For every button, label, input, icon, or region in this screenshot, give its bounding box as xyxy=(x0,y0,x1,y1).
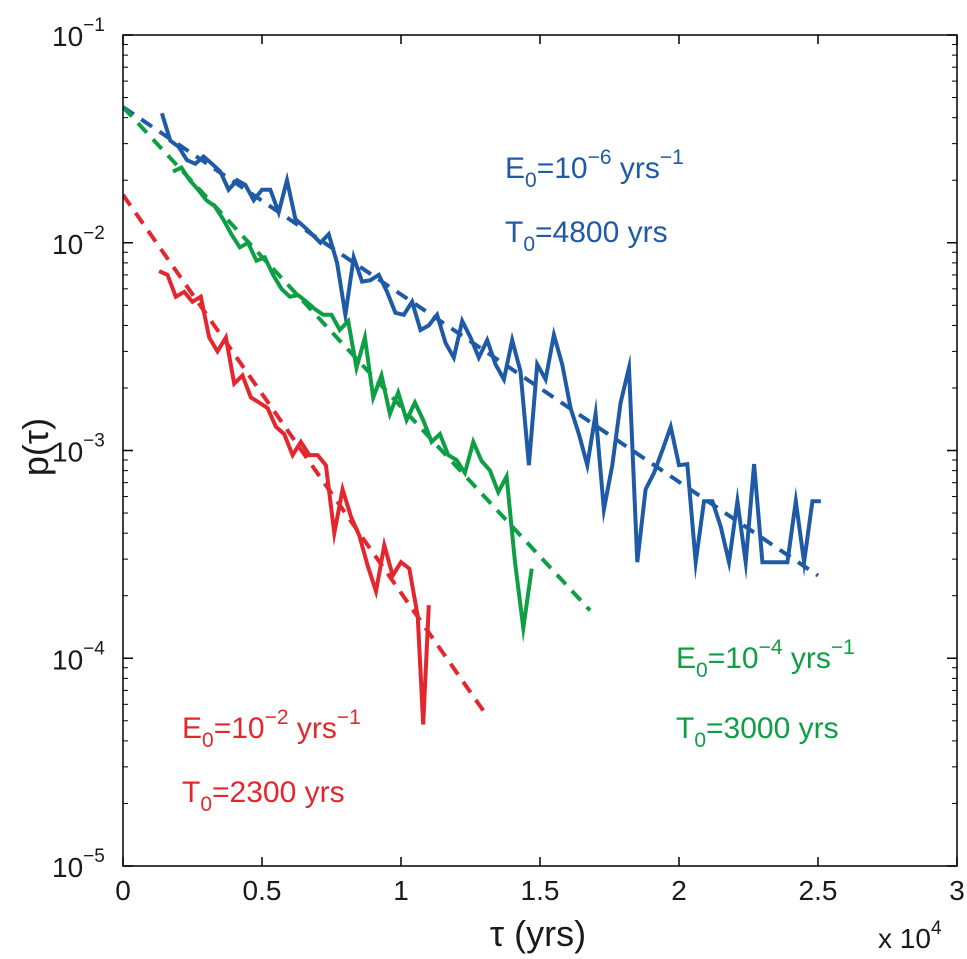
y-tick-label-base-2: 10 xyxy=(52,437,83,468)
series-0-annotation-rate: E0=10−6 yrs−1 xyxy=(505,146,684,192)
y-tick-label-4: 10−5 xyxy=(52,846,105,883)
series-2-rate-unit: yrs xyxy=(289,712,337,745)
series-2-period-symbol: T xyxy=(182,776,200,809)
y-tick-label-exp-1: −2 xyxy=(83,223,105,244)
series-2-line xyxy=(158,269,431,725)
y-tick-label-base-4: 10 xyxy=(52,852,83,883)
x-multiplier-base: x 10 xyxy=(878,923,931,954)
axes: 0 0.5 1 1.5 2 2.5 310−110−210−310−410−5 xyxy=(52,15,965,906)
series-0-period-symbol: T xyxy=(505,216,523,249)
series-0-period-value: =4800 yrs xyxy=(535,216,668,249)
y-tick-label-0: 10−1 xyxy=(52,15,105,52)
y-tick-label-base-3: 10 xyxy=(52,644,83,675)
x-axis-multiplier: x 104 xyxy=(878,918,942,954)
series-1-period-value: =3000 yrs xyxy=(706,712,839,745)
series-0-rate-value: =10 xyxy=(537,152,588,185)
series-1-rate-value: =10 xyxy=(708,642,759,675)
series-1-rate-unit-exponent: −1 xyxy=(831,636,855,659)
y-tick-label-exp-2: −3 xyxy=(83,431,105,452)
x-tick-label-2: 1 xyxy=(393,875,409,906)
plot-area xyxy=(123,105,821,725)
series-1-period-symbol: T xyxy=(676,712,694,745)
x-tick-label-6: 3 xyxy=(949,875,965,906)
x-tick-label-5: 2.5 xyxy=(799,875,838,906)
x-multiplier-exponent: 4 xyxy=(931,918,942,939)
series-2-rate-symbol: E xyxy=(182,712,202,745)
series-1-rate-exponent: −4 xyxy=(759,636,783,659)
y-tick-label-2: 10−3 xyxy=(52,431,105,468)
series-2-annotation-period: T0=2300 yrs xyxy=(182,776,345,816)
series-1-line xyxy=(172,165,534,643)
series-0-period-subscript: 0 xyxy=(523,233,535,256)
series-2-annotation-rate: E0=10−2 yrs−1 xyxy=(182,706,361,752)
series-2-rate-subscript: 0 xyxy=(202,729,214,752)
series-2-period-subscript: 0 xyxy=(200,793,212,816)
series-2-rate-value: =10 xyxy=(214,712,265,745)
series-group xyxy=(123,105,821,725)
series-0-rate-unit: yrs xyxy=(612,152,660,185)
series-2-rate-exponent: −2 xyxy=(265,706,289,729)
series-0-rate-subscript: 0 xyxy=(525,169,537,192)
x-tick-label-3: 1.5 xyxy=(521,875,560,906)
series-2-fit-line xyxy=(123,193,487,714)
x-tick-label-4: 2 xyxy=(671,875,687,906)
x-axis-label: τ (yrs) xyxy=(490,913,586,954)
series-1-period-subscript: 0 xyxy=(694,729,706,752)
series-0-rate-unit-exponent: −1 xyxy=(660,146,684,169)
y-tick-label-1: 10−2 xyxy=(52,223,105,260)
y-tick-label-exp-0: −1 xyxy=(83,15,105,36)
series-1-rate-symbol: E xyxy=(676,642,696,675)
y-tick-label-exp-4: −5 xyxy=(83,846,105,867)
x-tick-label-1: 0.5 xyxy=(243,875,282,906)
y-axis-label: p(τ) xyxy=(15,418,56,476)
series-0-rate-exponent: −6 xyxy=(588,146,612,169)
series-0-annotation-period: T0=4800 yrs xyxy=(505,216,668,256)
y-tick-label-3: 10−4 xyxy=(52,638,105,675)
y-tick-label-base-0: 10 xyxy=(52,21,83,52)
series-2-rate-unit-exponent: −1 xyxy=(337,706,361,729)
x-tick-label-0: 0 xyxy=(115,875,131,906)
series-0-rate-symbol: E xyxy=(505,152,525,185)
series-2-period-value: =2300 yrs xyxy=(212,776,345,809)
y-tick-label-exp-3: −4 xyxy=(83,638,105,659)
series-1-annotation-period: T0=3000 yrs xyxy=(676,712,839,752)
series-1-rate-unit: yrs xyxy=(783,642,831,675)
series-1-rate-subscript: 0 xyxy=(696,659,708,682)
series-1-annotation-rate: E0=10−4 yrs−1 xyxy=(676,636,855,682)
series-0-line xyxy=(159,112,821,581)
y-tick-label-base-1: 10 xyxy=(52,229,83,260)
